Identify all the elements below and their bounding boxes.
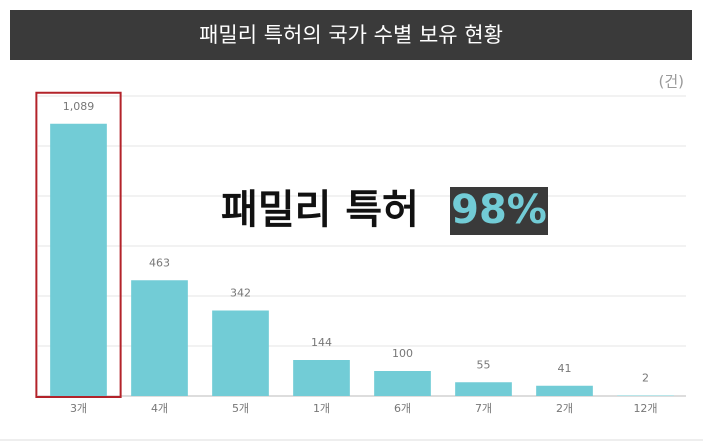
bar [536,385,593,396]
x-tick-label: 2개 [556,402,573,415]
x-tick-label: 3개 [70,402,87,415]
annotation-text: 패밀리 특허 [221,187,419,233]
bar [455,382,512,396]
bar [131,280,188,396]
bar [50,123,107,396]
x-tick-label: 6개 [394,402,411,415]
x-tick-label: 7개 [475,402,492,415]
highlight-box [35,91,122,398]
x-tick-label: 4개 [151,402,168,415]
value-label: 2 [642,372,649,385]
x-tick-label: 12개 [633,402,657,415]
value-label: 41 [558,362,572,375]
value-label: 144 [311,336,332,349]
value-label: 100 [392,347,413,360]
annotation-box [450,187,548,235]
plot: 3개 1,089 4개 463 5개 342 1개 144 6개 100 7개 55 2개 41 12개 2 [35,91,686,415]
bar [617,395,674,396]
value-label: 55 [477,358,491,371]
annotation: 패밀리 특허 98% [221,187,548,235]
value-label: 342 [230,287,251,300]
bar [293,360,350,396]
chart-title: 패밀리 특허의 국가 수별 보유 현황 [199,23,503,47]
bar [212,310,269,396]
annotation-highlight: 98% [451,187,547,233]
value-label: 1,089 [63,100,95,113]
value-label: 463 [149,256,170,269]
title-bar [10,10,692,60]
x-tick-label: 5개 [232,402,249,415]
unit-label: (건) [658,73,684,91]
x-tick-label: 1개 [313,402,330,415]
bar [374,371,431,396]
